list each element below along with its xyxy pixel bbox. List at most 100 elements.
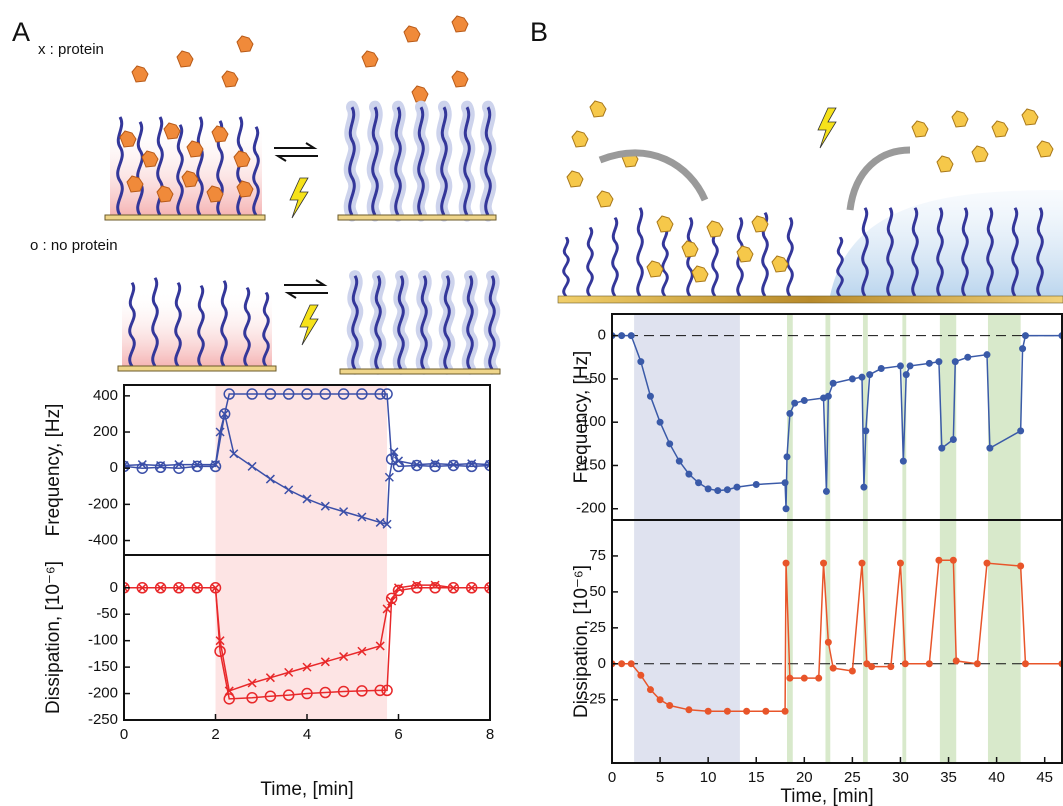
marker (896, 559, 904, 567)
marker (973, 660, 981, 668)
marker (820, 559, 828, 567)
plot-frame (611, 519, 1063, 764)
marker (723, 486, 731, 494)
marker (733, 483, 741, 491)
y-axis-label: Frequency, [Hz] (571, 351, 592, 484)
marker (447, 582, 460, 594)
x-tick-label: 20 (796, 769, 813, 786)
marker (862, 427, 870, 435)
plot-area (124, 385, 490, 555)
marker (899, 457, 907, 465)
marker (656, 696, 664, 704)
marker (782, 505, 790, 513)
marker (375, 641, 385, 651)
marker (983, 351, 991, 359)
substrate (117, 365, 277, 372)
marker (247, 461, 257, 471)
marker (173, 582, 185, 594)
marker (815, 674, 823, 682)
marker (887, 663, 895, 671)
marker (1017, 562, 1025, 570)
marker (320, 501, 330, 511)
marker (1017, 427, 1025, 435)
marker (704, 707, 712, 715)
marker (935, 556, 943, 564)
marker (392, 584, 405, 597)
marker (822, 487, 830, 495)
ion-cloud (830, 190, 1063, 296)
marker (209, 460, 222, 473)
shaded-region (634, 520, 740, 763)
marker (320, 657, 330, 667)
x-tick-label: 40 (988, 769, 1005, 786)
y-tick-label: -25 (584, 691, 606, 708)
marker (935, 358, 943, 366)
marker (264, 690, 277, 702)
x-tick-label: 15 (748, 769, 765, 786)
y-tick-label: 0 (598, 327, 606, 344)
marker (173, 462, 185, 474)
marker (824, 638, 832, 646)
y-tick-label: -200 (88, 685, 118, 702)
marker (301, 687, 313, 700)
y-tick-label: -100 (576, 413, 606, 430)
marker (877, 365, 885, 373)
marker (952, 657, 960, 665)
marker (215, 636, 225, 646)
marker (154, 582, 167, 594)
substrate (337, 214, 497, 221)
marker (866, 371, 874, 379)
y-tick-label: 0 (110, 579, 118, 596)
marker (646, 392, 654, 400)
x-axis-label: Time, [min] (260, 779, 353, 800)
marker (627, 660, 635, 668)
marker (824, 392, 832, 400)
marker (902, 371, 910, 379)
marker (685, 706, 693, 714)
marker (901, 660, 909, 668)
marker (925, 359, 933, 367)
marker (124, 583, 129, 593)
substrate (104, 214, 266, 221)
substrate (557, 295, 1063, 304)
marker (868, 663, 876, 671)
y-tick-label: 25 (589, 619, 606, 636)
marker (302, 494, 312, 504)
marker (637, 358, 645, 366)
shaded-region (987, 520, 1021, 763)
marker (284, 667, 294, 677)
x-tick-label: 30 (892, 769, 909, 786)
marker (385, 592, 398, 605)
shaded-region (215, 385, 388, 555)
marker (782, 559, 790, 567)
marker (1021, 660, 1029, 668)
marker (301, 388, 313, 400)
y-tick-label: -400 (88, 532, 118, 549)
marker (714, 487, 722, 495)
marker (429, 582, 441, 594)
shaded-region (215, 555, 388, 720)
marker (357, 646, 367, 656)
series-line (124, 587, 490, 700)
marker (685, 470, 693, 478)
shaded-region (939, 314, 957, 520)
marker (829, 379, 837, 387)
y-axis-label: Dissipation, [10⁻⁶] (571, 565, 592, 718)
marker (375, 517, 385, 527)
marker (906, 362, 914, 370)
y-tick-label: 400 (93, 387, 118, 404)
x-tick-label: 45 (1036, 769, 1053, 786)
marker (384, 472, 394, 482)
marker (829, 664, 837, 672)
marker (666, 701, 674, 709)
marker (265, 673, 275, 683)
x-tick-label: 6 (394, 726, 402, 743)
panel-label: B (530, 17, 548, 47)
marker (465, 460, 478, 473)
y-tick-label: -250 (88, 711, 118, 728)
marker (223, 693, 235, 705)
marker (191, 582, 203, 594)
y-tick-label: -200 (88, 495, 118, 512)
